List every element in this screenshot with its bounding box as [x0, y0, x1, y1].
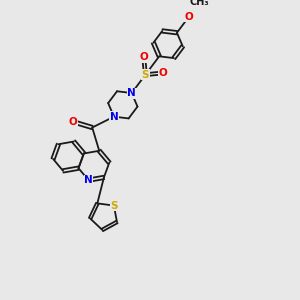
Text: O: O — [185, 11, 194, 22]
Text: N: N — [127, 88, 136, 98]
Text: O: O — [158, 68, 167, 78]
Text: N: N — [84, 175, 93, 185]
Text: O: O — [139, 52, 148, 62]
Text: CH₃: CH₃ — [190, 0, 209, 8]
Text: O: O — [68, 117, 77, 127]
Text: S: S — [110, 200, 118, 211]
Text: N: N — [110, 112, 118, 122]
Text: S: S — [142, 70, 149, 80]
